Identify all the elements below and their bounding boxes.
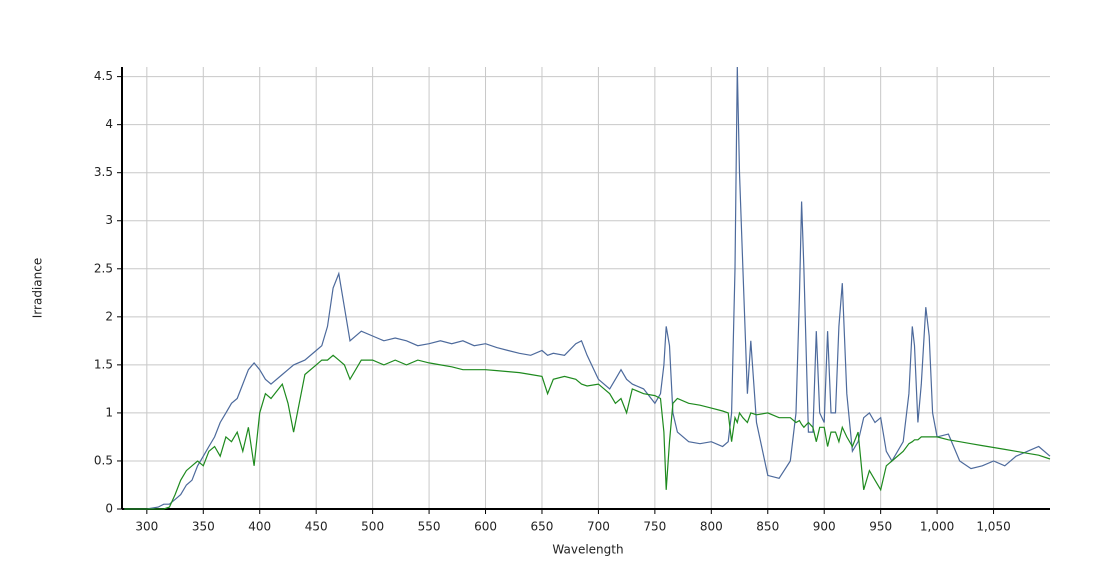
y-tick-label: 3 — [105, 213, 113, 227]
y-tick-label: 0.5 — [94, 453, 113, 467]
x-tick-label: 300 — [135, 520, 158, 534]
y-tick-label: 1 — [105, 405, 113, 419]
series-line — [124, 66, 1051, 510]
x-tick-label: 350 — [192, 520, 215, 534]
x-tick-label: 750 — [643, 520, 666, 534]
x-tick-label: 950 — [869, 520, 892, 534]
x-tick-label: 1,000 — [920, 520, 954, 534]
x-tick-label: 850 — [756, 520, 779, 534]
series-line — [124, 354, 1051, 510]
y-tick-label: 2.5 — [94, 261, 113, 275]
x-tick-label: 650 — [531, 520, 554, 534]
x-tick-label: 900 — [813, 520, 836, 534]
y-tick-label: 0 — [105, 502, 113, 516]
x-axis-label: Wavelength — [552, 543, 623, 557]
x-tick-label: 400 — [248, 520, 271, 534]
y-tick-label: 2 — [105, 309, 113, 323]
x-tick-label: 600 — [474, 520, 497, 534]
x-tick-label: 450 — [305, 520, 328, 534]
x-tick-label: 550 — [418, 520, 441, 534]
x-tick-label: 800 — [700, 520, 723, 534]
y-tick-label: 4.5 — [94, 69, 113, 83]
y-tick-label: 3.5 — [94, 165, 113, 179]
y-tick-label: 4 — [105, 117, 113, 131]
x-tick-label: 1,050 — [976, 520, 1010, 534]
y-tick-label: 1.5 — [94, 357, 113, 371]
x-tick-label: 700 — [587, 520, 610, 534]
x-tick-label: 500 — [361, 520, 384, 534]
y-axis-label: Irradiance — [31, 258, 45, 318]
